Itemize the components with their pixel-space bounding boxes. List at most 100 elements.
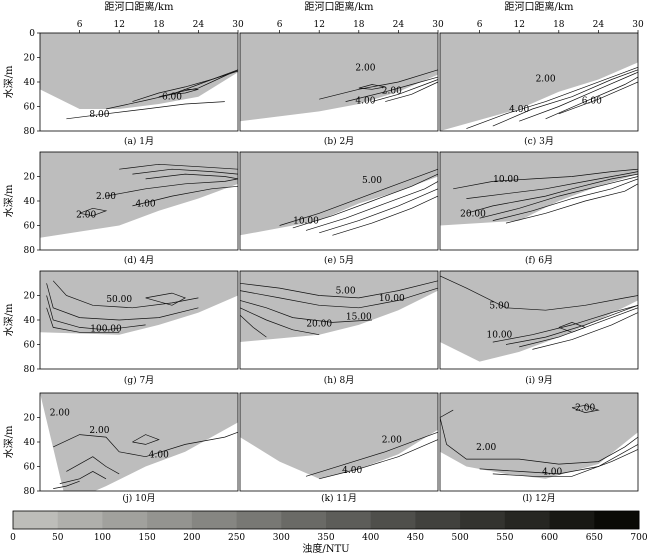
seabed-mask [440,300,638,369]
panel-caption: (a) 1月 [124,136,154,147]
colorbar-tick-label: 350 [317,533,334,543]
contour-label: 5.00 [362,176,382,186]
panel-caption: (i) 9月 [525,375,553,386]
panel-i: 5.00 10.00 (i) 9月 [439,270,639,386]
colorbar-segment [370,511,416,529]
colorbar-label: 浊度/NTU [302,542,349,555]
panel-caption: (j) 10月 [122,493,155,504]
top-tick-label: 6 [277,20,283,30]
top-tick-label: 24 [593,20,605,30]
contour-line [532,312,639,350]
panel-caption: (l) 12月 [522,493,555,504]
colorbar-segment [191,511,238,529]
contour-label: 6.00 [162,93,182,103]
contour-line [545,76,639,120]
seabed-mask [240,74,438,131]
panel-e: 5.00 10.00 (e) 5月 [239,151,439,266]
contour-label: 2.00 [50,409,70,419]
contour-label: 2.00 [89,426,109,436]
y-tick-label: 40 [24,78,36,88]
panel-frame [239,32,439,132]
seabed-mask [240,290,438,369]
colorbar-tick-label: 450 [407,533,424,543]
colorbar-tick-label: 700 [630,533,647,543]
top-tick-label: 24 [393,20,405,30]
contour-label: 2.00 [382,436,402,446]
contour-label: 2.00 [476,443,496,453]
contour-line [239,280,439,299]
contour-line [239,287,439,309]
top-axis-label-3: 距河口距离/km [505,0,574,13]
contour-line [319,188,439,234]
contour-line [119,163,239,170]
contour-label: 2.00 [575,404,595,414]
contour-line [79,207,108,217]
panel-frame [239,392,439,492]
seabed-mask [440,62,638,131]
y-tick-label: 60 [24,103,36,113]
top-tick-label: 18 [353,20,365,30]
panel-l: 2.00 2.00 4.00 (l) 12月 [439,392,639,504]
y-axis-label: 水深/m [3,65,15,98]
panel-frame [439,32,639,132]
top-tick-label: 12 [313,20,324,30]
colorbar-tick-label: 0 [10,533,16,543]
contour-label: 4.00 [136,199,156,209]
colorbar-segment [594,511,640,529]
top-tick-label: 12 [513,20,524,30]
colorbar-segment [415,511,461,529]
contour-label: 10.00 [379,294,405,304]
contour-line [466,66,639,129]
seabed-mask [40,295,238,369]
contour-line [46,307,120,333]
contour-line [66,101,225,120]
y-tick-label: 40 [24,316,36,326]
colorbar-tick-label: 100 [94,533,111,543]
contour-label: 4.00 [355,96,375,106]
y-tick-label: 20 [24,292,36,302]
contour-line [492,178,639,221]
top-tick-label: 30 [632,20,644,30]
contour-line [305,431,439,477]
panel-k: 2.00 4.00 (k) 11月 [239,392,439,504]
y-tick-label: 20 [24,414,36,424]
contour-label: 4.00 [342,466,362,476]
contour-line [439,275,639,311]
seabed-mask [40,72,238,131]
y-tick-label: 80 [24,487,36,497]
top-tick-label: 12 [113,20,124,30]
colorbar-tick-label: 550 [496,533,513,543]
panel-frame [439,270,639,370]
y-tick-label: 80 [24,246,36,256]
colorbar-segment [147,511,193,529]
contour-label: 2.00 [96,192,116,202]
colorbar-tick-label: 50 [52,533,64,543]
contour-label: 4.00 [542,467,562,477]
contour-line [505,183,639,224]
panel-caption: (g) 7月 [124,375,154,386]
contour-label: 4.00 [509,105,529,115]
contour-line [466,171,639,199]
panel-g: 50.00 100.00 20 40 60 80 水深/m (g) 7月 [3,270,239,386]
y-tick-label: 80 [24,365,36,375]
contour-line [319,439,439,480]
contour-line [132,185,239,207]
seabed-mask [240,429,438,491]
contour-line [371,79,439,102]
top-tick-label: 6 [477,20,483,30]
colorbar-segment [13,511,59,529]
contour-label: 2.00 [382,87,402,97]
contour-line [385,81,439,102]
contour-line [171,88,199,95]
contour-line [439,409,639,465]
contour-line [479,176,639,219]
top-tick-label: 18 [153,20,165,30]
contour-line [492,449,639,477]
colorbar-segment [549,511,595,529]
y-tick-label: 80 [24,127,36,137]
contour-line [558,322,587,333]
y-axis-label: 水深/m [3,425,15,458]
top-tick-label: 18 [553,20,565,30]
colorbar-tick-label: 500 [452,533,469,543]
